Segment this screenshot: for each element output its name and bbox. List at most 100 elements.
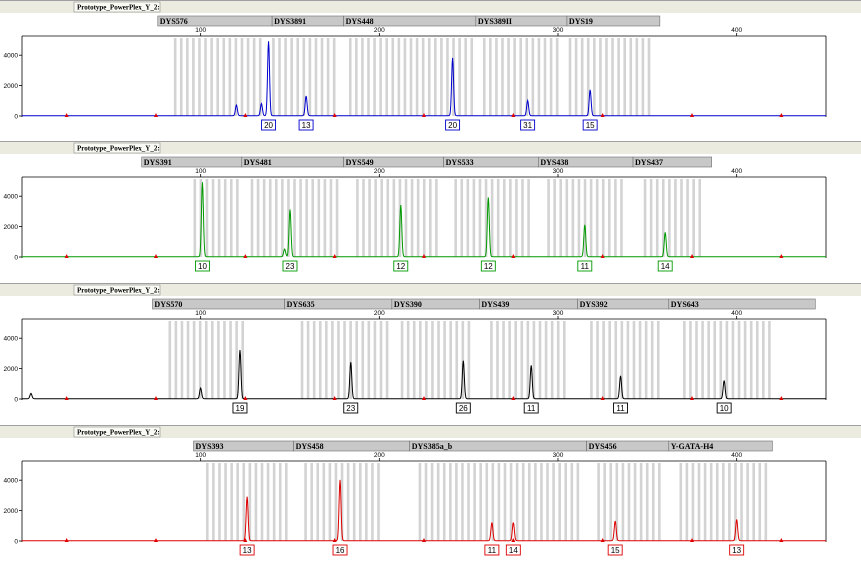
- allele-call-box[interactable]: [729, 544, 745, 556]
- panel-tab[interactable]: [73, 284, 161, 296]
- allele-bin: [531, 38, 535, 116]
- panel-tab[interactable]: [73, 142, 161, 154]
- allele-bin: [258, 38, 262, 116]
- x-tick-label: 200: [374, 452, 385, 459]
- locus-marker-label[interactable]: DYS643: [671, 300, 699, 309]
- allele-bin: [358, 463, 362, 541]
- allele-call-label[interactable]: 26: [459, 404, 468, 413]
- allele-call-label[interactable]: 31: [523, 121, 532, 130]
- allele-call-box[interactable]: [261, 119, 277, 131]
- allele-call-label[interactable]: 20: [264, 121, 273, 130]
- allele-bin: [409, 38, 413, 116]
- locus-marker-label[interactable]: DYS456: [589, 442, 617, 451]
- allele-bin: [478, 179, 482, 257]
- allele-call-box[interactable]: [298, 119, 314, 131]
- allele-call-box[interactable]: [484, 544, 500, 556]
- allele-call-label[interactable]: 16: [336, 546, 345, 555]
- allele-call-label[interactable]: 20: [448, 121, 457, 130]
- allele-call-box[interactable]: [607, 544, 623, 556]
- allele-call-box[interactable]: [343, 402, 359, 414]
- x-tick-label: 300: [553, 27, 564, 34]
- locus-marker-label[interactable]: DYS549: [346, 158, 374, 167]
- allele-bin: [236, 463, 239, 541]
- locus-marker-label[interactable]: DYS533: [446, 158, 474, 167]
- baseline-marker: [690, 113, 694, 117]
- allele-call-label[interactable]: 11: [488, 546, 497, 555]
- allele-bin: [527, 463, 531, 541]
- panel-tab-label[interactable]: Prototype_PowerPlex_Y_2:: [77, 429, 160, 437]
- allele-call-box[interactable]: [239, 544, 255, 556]
- allele-call-label[interactable]: 10: [198, 262, 207, 271]
- locus-marker-label[interactable]: DYS19: [569, 17, 593, 26]
- allele-call-label[interactable]: 14: [509, 546, 518, 555]
- locus-marker[interactable]: [668, 440, 773, 452]
- allele-bin: [661, 179, 665, 257]
- allele-call-box[interactable]: [582, 119, 598, 131]
- allele-call-label[interactable]: 10: [720, 404, 729, 413]
- allele-call-box[interactable]: [657, 260, 673, 272]
- allele-call-label[interactable]: 12: [396, 262, 405, 271]
- allele-call-label[interactable]: 11: [616, 404, 625, 413]
- allele-call-box[interactable]: [282, 260, 298, 272]
- allele-bin: [731, 321, 735, 399]
- allele-bin: [707, 321, 710, 399]
- allele-bin: [692, 179, 695, 257]
- allele-call-box[interactable]: [195, 260, 210, 272]
- panel-tab-label[interactable]: Prototype_PowerPlex_Y_2:: [77, 287, 160, 295]
- allele-call-box[interactable]: [523, 402, 539, 414]
- allele-call-box[interactable]: [520, 119, 536, 131]
- locus-marker-label[interactable]: DYS392: [580, 300, 608, 309]
- allele-call-box[interactable]: [613, 402, 628, 414]
- locus-marker-label[interactable]: DYS570: [154, 300, 182, 309]
- panel-tab-label[interactable]: Prototype_PowerPlex_Y_2:: [77, 4, 160, 12]
- allele-call-label[interactable]: 15: [611, 546, 620, 555]
- locus-marker-label[interactable]: DYS437: [635, 158, 663, 167]
- allele-call-label[interactable]: 11: [527, 404, 536, 413]
- allele-bin: [490, 321, 493, 399]
- allele-call-box[interactable]: [480, 260, 496, 272]
- allele-call-label[interactable]: 13: [302, 121, 311, 130]
- locus-marker-label[interactable]: DYS438: [540, 158, 568, 167]
- allele-call-box[interactable]: [716, 402, 732, 414]
- x-tick-label: 100: [195, 310, 206, 317]
- allele-call-label[interactable]: 12: [484, 262, 493, 271]
- allele-call-label[interactable]: 19: [236, 404, 245, 413]
- locus-marker[interactable]: [668, 298, 816, 310]
- locus-marker-label[interactable]: DYS481: [244, 158, 272, 167]
- allele-call-box[interactable]: [332, 544, 348, 556]
- locus-marker-label[interactable]: DYS448: [346, 17, 374, 26]
- locus-marker-label[interactable]: DYS385a_b: [412, 442, 453, 451]
- locus-marker-label[interactable]: DYS635: [287, 300, 315, 309]
- allele-bin: [479, 463, 482, 541]
- allele-call-box[interactable]: [505, 544, 521, 556]
- allele-call-label[interactable]: 14: [661, 262, 670, 271]
- locus-marker-label[interactable]: DYS576: [160, 17, 188, 26]
- locus-marker-label[interactable]: DYS393: [196, 442, 224, 451]
- allele-call-label[interactable]: 15: [586, 121, 595, 130]
- panel-tab-label[interactable]: Prototype_PowerPlex_Y_2:: [77, 145, 160, 153]
- locus-marker-label[interactable]: DYS458: [296, 442, 324, 451]
- panel-tab[interactable]: [73, 426, 161, 438]
- allele-call-label[interactable]: 23: [286, 262, 295, 271]
- locus-marker-label[interactable]: Y-GATA-H4: [671, 442, 714, 451]
- allele-call-label[interactable]: 13: [243, 546, 252, 555]
- allele-call-box[interactable]: [232, 402, 248, 414]
- locus-marker-label[interactable]: DYS3891: [274, 17, 306, 26]
- panel-tab[interactable]: [73, 1, 161, 13]
- allele-call-label[interactable]: 23: [346, 404, 355, 413]
- allele-bin: [725, 321, 729, 399]
- allele-bin: [446, 38, 449, 116]
- allele-call-label[interactable]: 13: [732, 546, 741, 555]
- locus-marker-label[interactable]: DYS391: [144, 158, 172, 167]
- allele-call-box[interactable]: [393, 260, 409, 272]
- allele-call-label[interactable]: 11: [581, 262, 590, 271]
- locus-marker-label[interactable]: DYS439: [481, 300, 509, 309]
- locus-marker[interactable]: [566, 15, 661, 27]
- allele-call-box[interactable]: [577, 260, 593, 272]
- locus-marker[interactable]: [632, 156, 712, 168]
- locus-marker-label[interactable]: DYS390: [394, 300, 422, 309]
- allele-bin: [537, 38, 541, 116]
- allele-call-box[interactable]: [445, 119, 461, 131]
- allele-call-box[interactable]: [455, 402, 471, 414]
- locus-marker-label[interactable]: DYS389II: [478, 17, 512, 26]
